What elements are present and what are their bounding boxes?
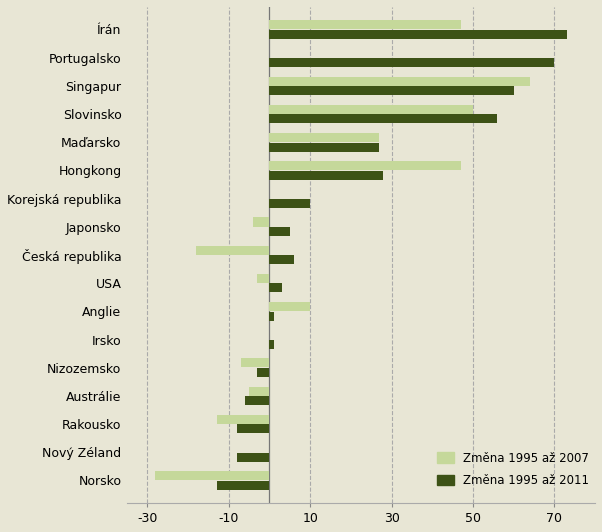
Bar [270, 199, 310, 208]
Bar [270, 227, 290, 236]
Bar [257, 274, 270, 283]
Bar [241, 359, 270, 368]
Bar [270, 86, 514, 95]
Bar [237, 453, 270, 462]
Bar [270, 77, 530, 86]
Bar [270, 284, 282, 293]
Bar [270, 105, 473, 114]
Bar [270, 143, 379, 152]
Bar [270, 255, 294, 264]
Bar [270, 340, 273, 349]
Bar [270, 312, 273, 321]
Bar [253, 218, 270, 227]
Bar [245, 396, 270, 405]
Bar [270, 161, 461, 170]
Bar [249, 387, 270, 396]
Bar [270, 20, 461, 29]
Bar [196, 246, 270, 255]
Legend: Změna 1995 až 2007, Změna 1995 až 2011: Změna 1995 až 2007, Změna 1995 až 2011 [437, 452, 589, 487]
Bar [217, 415, 270, 424]
Bar [217, 481, 270, 490]
Bar [270, 133, 379, 142]
Bar [155, 471, 270, 480]
Bar [270, 114, 497, 123]
Bar [270, 30, 566, 39]
Bar [257, 368, 270, 377]
Bar [237, 425, 270, 434]
Bar [270, 171, 383, 180]
Bar [270, 58, 554, 67]
Bar [270, 302, 310, 311]
